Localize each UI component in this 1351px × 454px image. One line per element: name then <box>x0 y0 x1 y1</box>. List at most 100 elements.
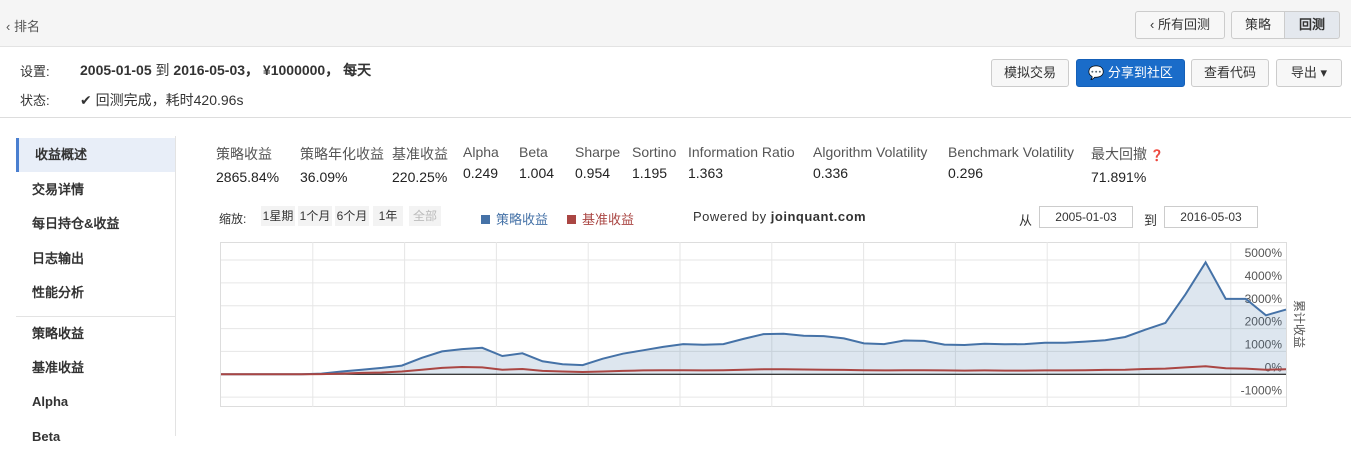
metric: 策略收益 2865.84% <box>216 144 279 190</box>
legend-item[interactable]: 基准收益 <box>567 209 634 228</box>
metric-name: Beta <box>519 144 548 160</box>
y-tick-label: 4000% <box>1245 269 1283 283</box>
sidebar-item[interactable]: 性能分析 <box>32 285 85 301</box>
metric-value: 1.363 <box>688 165 724 181</box>
y-tick-label: 3000% <box>1245 292 1283 306</box>
button-text: 分享到社区 <box>1107 65 1173 80</box>
text: joinquant.com <box>770 209 867 224</box>
y-tick-label: 2000% <box>1245 315 1283 329</box>
legend-item[interactable]: 策略收益 <box>481 209 548 228</box>
zoom-option[interactable]: 6个月 <box>335 206 369 226</box>
metric: 最大回撤 ❓ 71.891% <box>1091 144 1164 190</box>
metric: Beta 1.004 <box>519 144 554 186</box>
metric-value: 36.09% <box>300 169 348 185</box>
series-line <box>221 365 1287 376</box>
text: Powered by <box>693 209 767 224</box>
metric-value: 1.195 <box>632 165 668 181</box>
metric-value: 220.25% <box>392 169 448 185</box>
metric-name: 策略收益 <box>216 146 272 162</box>
top-bar <box>0 0 1351 47</box>
button[interactable]: 模拟交易 <box>991 59 1069 87</box>
chart: -1000% 0% 1000% 2000% 3000% 4000% 5000% 累计收益 <box>220 242 1306 407</box>
help-icon[interactable]: ❓ <box>1147 150 1164 162</box>
sidebar-item[interactable]: 基准收益 <box>32 359 85 375</box>
area <box>221 262 1286 375</box>
legend-swatch <box>567 215 576 224</box>
all-backtests-text: 所有回测 <box>1157 17 1210 32</box>
metric: Algorithm Volatility 0.336 <box>813 144 927 186</box>
legend-swatch <box>481 215 490 224</box>
sidebar-item[interactable]: Alpha <box>32 394 69 410</box>
divider <box>0 117 1351 118</box>
legend-text: 基准收益 <box>582 212 635 227</box>
metric-name: Information Ratio <box>688 144 795 160</box>
y-tick-label: -1000% <box>1241 383 1283 397</box>
page: ‹ 排名 ‹ 所有回测 策略 回测 设置: 2005-01-05 到 2016-… <box>0 0 1351 444</box>
status-text: 回测完成，耗时420.96s <box>95 92 244 108</box>
metric-name: Sortino <box>632 144 677 160</box>
back-text: 排名 <box>13 19 40 34</box>
metric-name: Algorithm Volatility <box>813 144 928 160</box>
metric-value: 1.004 <box>519 165 555 181</box>
metric-name: 基准收益 <box>392 146 448 162</box>
legend-text: 策略收益 <box>496 212 549 227</box>
powered: Powered by joinquant.com <box>693 209 866 224</box>
plot-frame <box>220 242 1287 407</box>
series-line <box>221 260 1287 376</box>
button[interactable]: 查看代码 <box>1191 59 1269 87</box>
metric: Information Ratio 1.363 <box>688 144 795 186</box>
tab-active[interactable]: 回测 <box>1284 11 1340 39</box>
status: ✔ 回测完成，耗时420.96s <box>80 92 244 108</box>
sidebar <box>16 136 176 436</box>
metric-value: 2865.84% <box>216 169 280 185</box>
tab[interactable]: 策略 <box>1231 11 1285 39</box>
text: 2016-05-03 <box>173 62 246 78</box>
metric-value: 0.336 <box>813 165 849 181</box>
text: ， <box>325 62 340 78</box>
button-text: 导出 <box>1290 65 1317 80</box>
range-label: 从 <box>1019 213 1033 228</box>
zoom-option[interactable]: 1个月 <box>298 206 332 226</box>
zoom-option[interactable]: 1年 <box>373 206 403 226</box>
sidebar-item[interactable]: 策略收益 <box>16 316 175 350</box>
range-label: 到 <box>1144 213 1158 228</box>
text: 每天 <box>343 62 372 78</box>
metric-name: Sharpe <box>575 144 621 160</box>
date-input[interactable]: 2016-05-03 <box>1164 206 1258 228</box>
metric-value: 71.891% <box>1091 169 1147 185</box>
metric: 基准收益 220.25% <box>392 144 448 190</box>
y-tick-label: 0% <box>1265 360 1283 374</box>
settings-label: 设置: <box>20 64 50 79</box>
y-tick-label: 5000% <box>1245 246 1283 260</box>
settings-value: 2005-01-05 到 2016-05-03， ¥1000000， 每天 <box>80 60 371 80</box>
date-input[interactable]: 2005-01-03 <box>1039 206 1133 228</box>
sidebar-item[interactable]: Beta <box>32 428 61 444</box>
metric: Sharpe 0.954 <box>575 144 620 186</box>
all-backtests[interactable]: ‹ 所有回测 <box>1135 11 1225 39</box>
text: 2005-01-05 <box>80 62 152 78</box>
sidebar-item[interactable]: 交易详情 <box>32 181 85 197</box>
metric: Benchmark Volatility 0.296 <box>948 144 1074 186</box>
y-tick-label: 1000% <box>1245 338 1283 352</box>
status-label: 状态: <box>20 93 50 108</box>
zoom-label: 缩放: <box>219 212 247 226</box>
share-button[interactable]: 💬 分享到社区 <box>1076 59 1185 87</box>
metric-value: 0.954 <box>575 165 611 181</box>
export-button[interactable]: 导出 ▾ <box>1276 59 1342 87</box>
zoom-option[interactable]: 全部 <box>409 206 441 226</box>
zoom-option[interactable]: 1星期 <box>261 206 295 226</box>
sidebar-item[interactable]: 收益概述 <box>16 138 175 172</box>
sidebar-item[interactable]: 每日持仓&收益 <box>32 216 120 232</box>
text: ¥1000000 <box>262 62 326 78</box>
y-axis-label: 累计收益 <box>1292 300 1306 348</box>
metric: 策略年化收益 36.09% <box>300 144 384 190</box>
metric: Sortino 1.195 <box>632 144 676 186</box>
back-link[interactable]: ‹ 排名 <box>6 19 40 34</box>
metric-name: 策略年化收益 <box>300 146 384 162</box>
sidebar-item[interactable]: 日志输出 <box>32 250 85 266</box>
text: ， <box>245 62 260 78</box>
metric-value: 0.249 <box>463 165 499 181</box>
metric: Alpha 0.249 <box>463 144 499 186</box>
metric-value: 0.296 <box>948 165 984 181</box>
metric-name: Benchmark Volatility <box>948 144 1075 160</box>
